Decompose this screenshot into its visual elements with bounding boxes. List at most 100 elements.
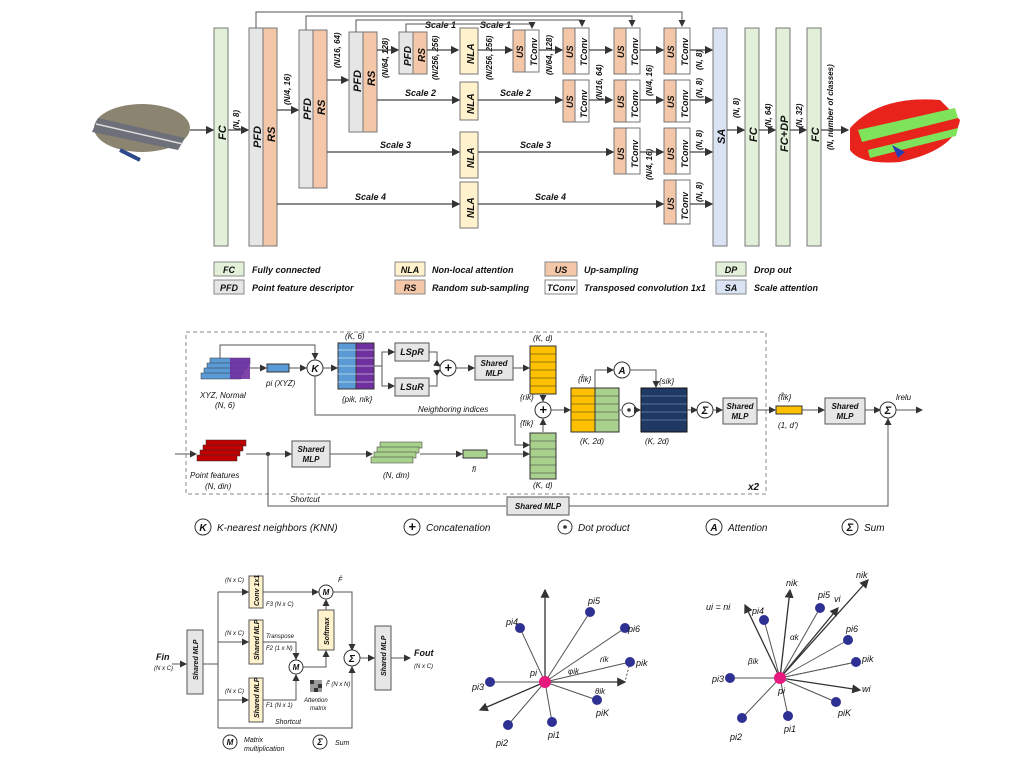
attention-label-a: Attention [303, 698, 328, 704]
scale-1-label-a: Scale 1 [425, 20, 456, 30]
f1-label: F1 (N x 1) [266, 703, 293, 709]
br-pi3: pi3 [711, 674, 724, 684]
fout-dim-label: (N x C) [414, 664, 433, 670]
scale-3-label-b: Scale 3 [520, 140, 551, 150]
lsur-block [394, 377, 430, 397]
br-pik: pik [861, 654, 874, 664]
legend-text-us: Up-sampling [584, 265, 639, 275]
xyz-normal-stack [200, 357, 251, 380]
shared-mlp-label-2b: MLP [732, 412, 750, 421]
fcdp-block [775, 27, 791, 247]
tconv-label-3: TConv [579, 89, 589, 118]
transpose-label: Transpose [266, 634, 295, 640]
dim-n32: (N, 32) [795, 103, 804, 128]
legend-abbr-nla: NLA [401, 265, 420, 275]
scale-2-label-b: Scale 2 [500, 88, 531, 98]
us-label-2: US [565, 45, 575, 58]
fi-label: fi [472, 465, 476, 474]
nla-label-3: NLA [466, 147, 477, 168]
kd-label-2: (K, d) [533, 481, 553, 490]
dot-product-dot [627, 408, 631, 412]
n-dm-stack [370, 441, 423, 464]
mm-text-a: Matrix [244, 737, 264, 744]
nxc-label-3: (N x C) [225, 689, 244, 695]
fin-dim-label: (N x C) [154, 666, 173, 672]
lsur-label: LSuR [400, 382, 424, 392]
shortcut-label-2: Shortcut [275, 719, 302, 726]
shared-mlp-label-5: Shared MLP [515, 502, 562, 511]
nla-block-1 [459, 27, 479, 75]
shared-mlp-label-3b: MLP [837, 412, 855, 421]
f2-label: F2 (1 x N) [266, 646, 293, 652]
us-label-10: US [666, 197, 676, 210]
dim-n16-64: (N/16, 64) [333, 32, 342, 68]
tconv-block-1 [524, 29, 540, 73]
dim-n64: (N, 64) [764, 103, 773, 128]
sum-text: Sum [864, 523, 885, 534]
fin-label: Fin [156, 652, 170, 662]
legend-abbr-pfd: PFD [220, 283, 239, 293]
legend-text-fc: Fully connected [252, 265, 321, 275]
neighboring-indices-label: Neighboring indices [418, 405, 488, 414]
rik-matrix [529, 345, 557, 395]
k2d-label-1: (K, 2d) [580, 437, 604, 446]
bm-pi6: pi6 [627, 624, 640, 634]
dim-n64-128-b: (N/64, 128) [545, 35, 554, 75]
dim-nclasses: (N, number of classes) [826, 64, 835, 150]
concat-symbol-1: + [444, 360, 452, 375]
shared-mlp-in-label: Shared MLP [193, 639, 200, 680]
pfd-label-2: PFD [302, 98, 314, 120]
sum-symbol-bl: Σ [348, 654, 356, 665]
scale-3-label-a: Scale 3 [380, 140, 411, 150]
module-dashed-box [185, 331, 767, 495]
bm-phi: φik [568, 667, 580, 676]
shared-mlp-block-2 [722, 397, 758, 425]
legend-text-dp: Drop out [754, 265, 792, 275]
tconv-block-7 [675, 27, 691, 75]
sik-matrix [640, 387, 688, 433]
tconv-label-10: TConv [680, 191, 690, 220]
nxc-label-2: (N x C) [225, 631, 244, 637]
rs-block-1 [262, 27, 278, 247]
ftilde-vector [775, 405, 803, 415]
matmul-legend-symbol [222, 734, 238, 750]
sum-symbol: Σ [846, 522, 854, 534]
fcdp-label: FC+DP [779, 115, 791, 152]
dim-n16-64-b: (N/16, 64) [595, 64, 604, 100]
dim-n4-16: (N/4, 16) [283, 74, 292, 105]
tconv-block-3 [574, 79, 590, 123]
bm-pi: pi [529, 668, 538, 678]
dim-n8-6: (N, 8) [732, 98, 741, 118]
softmax-label: Softmax [324, 616, 331, 645]
tconv-label-8: TConv [680, 89, 690, 118]
us-label-5: US [616, 95, 626, 108]
conv-label: Conv 1x1 [254, 575, 261, 606]
dim-n4-16-c: (N/4, 16) [645, 149, 654, 180]
br-piK: piK [837, 708, 852, 718]
xyz-normal-label: XYZ, Normal [199, 391, 246, 400]
us-label-1: US [515, 45, 525, 58]
fc-block-1 [213, 27, 229, 247]
attention-node-label: A [617, 366, 625, 377]
br-wi: wi [862, 684, 871, 694]
fc-block-3 [806, 27, 822, 247]
tconv-block-5 [625, 79, 641, 123]
scale-4-label-a: Scale 4 [355, 192, 386, 202]
legend-abbr-sa: SA [725, 283, 738, 293]
concat-symbol-2: + [539, 402, 547, 417]
br-pi: pi [777, 686, 786, 696]
us-label-6: US [616, 147, 626, 160]
shared-mlp-block-4 [291, 440, 331, 468]
br-alpha: αk [790, 633, 800, 642]
k6-matrix [337, 342, 375, 390]
shared-mlp-label-3: Shared [831, 402, 859, 411]
bm-pik: pik [635, 658, 648, 668]
fi-vector [462, 449, 488, 459]
fc-block-2 [744, 27, 760, 247]
n6-label: (N, 6) [215, 401, 235, 410]
dim-n8-4: (N, 8) [695, 130, 704, 150]
rik-label: {rik} [520, 393, 534, 402]
bm-pi5: pi5 [587, 596, 601, 606]
legend-abbr-rs: RS [404, 283, 417, 293]
lspr-label: LSpR [400, 347, 424, 357]
